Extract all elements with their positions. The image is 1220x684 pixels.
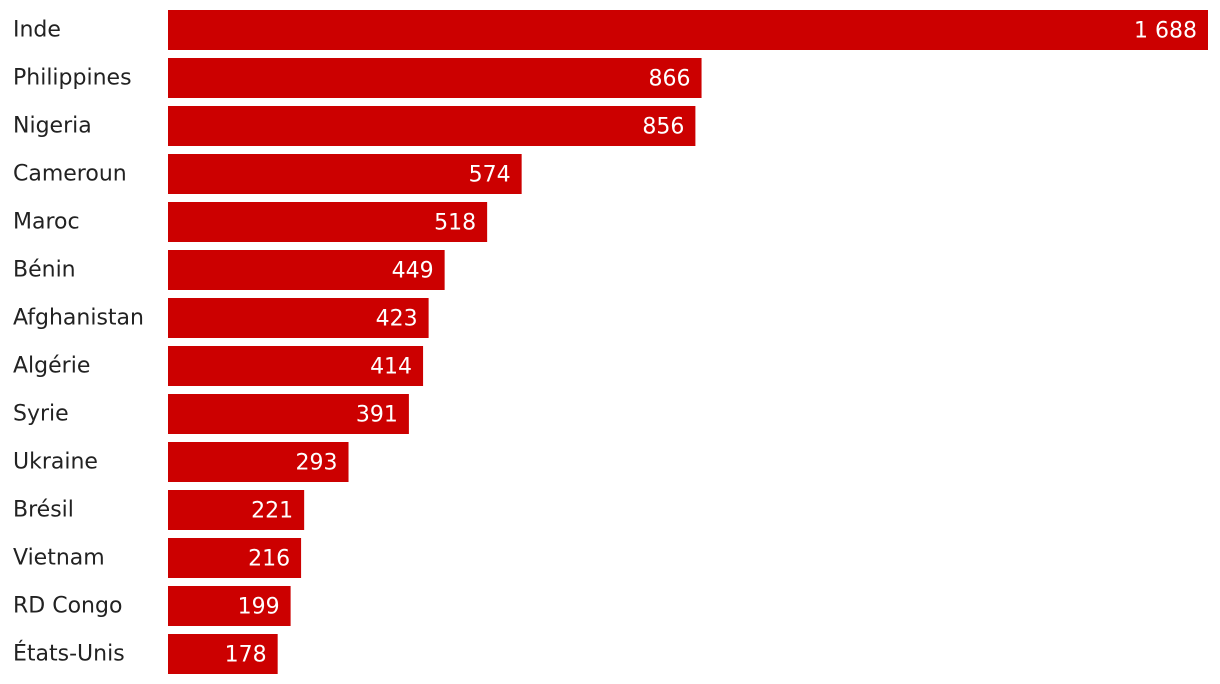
bar (168, 250, 445, 290)
value-label: 574 (469, 163, 511, 188)
bar (168, 442, 349, 482)
value-label: 414 (370, 355, 412, 380)
bar (168, 394, 409, 434)
category-label: Cameroun (13, 162, 127, 187)
value-label: 866 (649, 67, 691, 92)
value-label: 221 (251, 499, 293, 524)
value-label: 178 (225, 643, 267, 668)
category-label: Vietnam (13, 546, 105, 571)
value-label: 449 (392, 259, 434, 284)
bar (168, 586, 291, 626)
category-label: Bénin (13, 258, 76, 283)
bar (168, 634, 278, 674)
category-label: Philippines (13, 66, 132, 91)
bar (168, 10, 1208, 50)
value-label: 293 (296, 451, 338, 476)
category-label: Inde (13, 18, 61, 43)
value-label: 856 (642, 115, 684, 140)
value-label: 216 (248, 547, 290, 572)
bar (168, 490, 305, 530)
category-label: Ukraine (13, 450, 98, 475)
category-label: Nigeria (13, 114, 92, 139)
category-label: Maroc (13, 210, 80, 235)
bar (168, 106, 696, 146)
bar (168, 298, 429, 338)
category-label: Syrie (13, 402, 69, 427)
bar (168, 202, 488, 242)
bar (168, 538, 302, 578)
category-label: Algérie (13, 354, 90, 379)
category-label: RD Congo (13, 594, 122, 619)
bar (168, 154, 522, 194)
category-label: États-Unis (13, 641, 125, 667)
value-label: 423 (376, 307, 418, 332)
bar (168, 58, 702, 98)
category-label: Afghanistan (13, 306, 144, 331)
value-label: 1 688 (1134, 19, 1197, 44)
bar (168, 346, 424, 386)
value-label: 199 (238, 595, 280, 620)
category-label: Brésil (13, 498, 74, 523)
value-label: 391 (356, 403, 398, 428)
value-label: 518 (434, 211, 476, 236)
